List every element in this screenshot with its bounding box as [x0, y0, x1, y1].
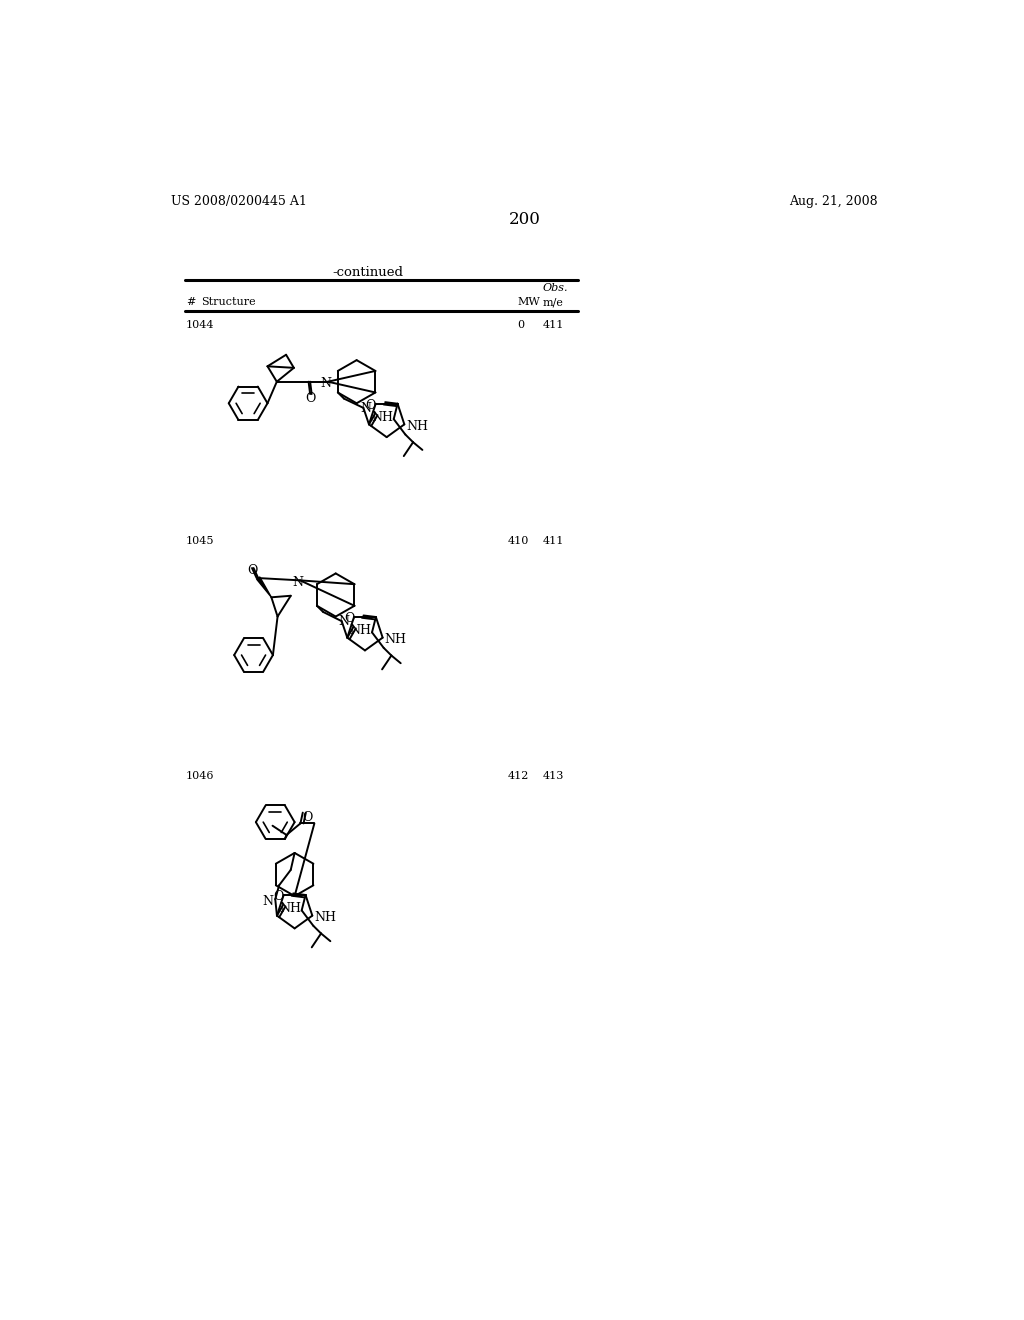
Text: 412: 412: [508, 771, 529, 780]
Text: 0: 0: [517, 321, 524, 330]
Text: 411: 411: [543, 536, 564, 545]
Text: MW: MW: [517, 297, 540, 308]
Text: N: N: [321, 378, 331, 391]
Text: N: N: [292, 576, 303, 589]
Text: 200: 200: [509, 211, 541, 228]
Text: 413: 413: [543, 771, 564, 780]
Text: O: O: [305, 392, 315, 405]
Text: 411: 411: [543, 321, 564, 330]
Text: N: N: [360, 401, 372, 414]
Text: Obs.: Obs.: [543, 284, 568, 293]
Text: Aug. 21, 2008: Aug. 21, 2008: [790, 195, 879, 209]
Text: 1045: 1045: [186, 536, 215, 545]
Text: NH: NH: [406, 420, 428, 433]
Text: NH: NH: [349, 624, 372, 636]
Text: N: N: [339, 615, 349, 628]
Text: m/e: m/e: [543, 297, 563, 308]
Text: 1046: 1046: [186, 771, 215, 780]
Text: O: O: [273, 891, 284, 903]
Text: Structure: Structure: [202, 297, 256, 308]
Text: #: #: [186, 297, 196, 308]
Text: -continued: -continued: [333, 267, 403, 280]
Text: O: O: [302, 810, 312, 824]
Text: NH: NH: [372, 411, 393, 424]
Text: 1044: 1044: [186, 321, 215, 330]
Text: N: N: [263, 895, 273, 908]
Text: O: O: [247, 564, 257, 577]
Polygon shape: [257, 577, 271, 597]
Text: NH: NH: [384, 634, 407, 645]
Text: 410: 410: [508, 536, 529, 545]
Text: NH: NH: [314, 911, 336, 924]
Text: US 2008/0200445 A1: US 2008/0200445 A1: [171, 195, 306, 209]
Text: O: O: [366, 399, 376, 412]
Text: O: O: [344, 612, 354, 626]
Text: NH: NH: [280, 902, 301, 915]
